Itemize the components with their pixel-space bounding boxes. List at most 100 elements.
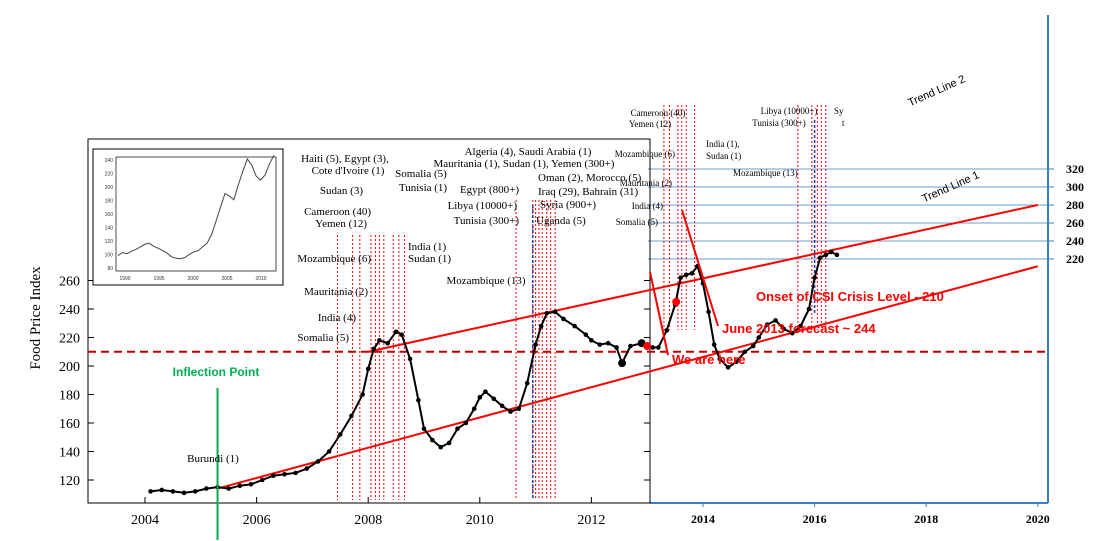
event-label: Oman (2), Morocco (5)	[538, 172, 642, 184]
inset-y-tick-label: 240	[105, 158, 114, 164]
data-point	[806, 306, 812, 312]
inset-y-tick-label: 80	[107, 266, 113, 272]
inset-x-tick-labels: 1990 1995 2000 2005 2010	[119, 276, 266, 282]
data-point	[393, 329, 399, 335]
data-point	[589, 338, 594, 343]
x-tick-label: 2018	[914, 512, 938, 526]
y-tick-label: 260	[1066, 216, 1084, 230]
data-point	[338, 432, 343, 437]
x-tick-label: 2016	[803, 512, 827, 526]
threshold-label: Onset of CSI Crisis Level - 210	[756, 289, 944, 304]
event-label: Egypt (800+)	[460, 184, 519, 196]
event-label: Tunisia (300+)	[752, 118, 806, 128]
event-label: Mauritania (2)	[620, 178, 672, 188]
inset-x-tick-label: 2005	[221, 276, 232, 282]
y-tick-label: 220	[59, 332, 80, 347]
food-price-series-points	[148, 249, 840, 496]
inset-x-tick-label: 1995	[153, 276, 164, 282]
event-label: Sudan (1)	[706, 151, 741, 161]
data-point	[829, 249, 834, 255]
y-tick-label: 160	[59, 417, 80, 432]
data-point	[764, 322, 770, 327]
event-label: Iraq (29), Bahrain (31)	[538, 186, 639, 198]
data-point	[248, 481, 254, 487]
annotations: Inflection Point Onset of CSI Crisis Leve…	[173, 73, 982, 465]
event-label: Sudan (3)	[320, 185, 363, 197]
data-point	[717, 356, 723, 362]
inset-y-tick-label: 200	[105, 185, 114, 191]
data-point	[516, 406, 522, 412]
event-label: India (4)	[318, 312, 357, 324]
data-point	[706, 309, 711, 315]
extended-gridlines	[648, 168, 1048, 260]
event-label: Syria (900+)	[540, 199, 596, 211]
x-tick-label: 2014	[691, 512, 715, 526]
inflection-label: Inflection Point	[173, 365, 260, 379]
event-label: Mozambique (6)	[615, 149, 675, 159]
event-label: Cameroon (40)	[631, 108, 686, 118]
inset-y-tick-label: 120	[105, 239, 114, 245]
event-label: Libya (10000+)	[448, 200, 518, 212]
data-point	[271, 473, 276, 479]
data-point	[349, 413, 354, 419]
data-point	[678, 275, 683, 280]
data-point	[834, 252, 840, 258]
data-point	[742, 349, 748, 355]
event-label: Libya (10000+)	[761, 106, 818, 116]
data-point	[597, 342, 603, 347]
y-tick-label: 200	[59, 360, 80, 375]
x-tick-label: 2008	[354, 513, 382, 528]
y-tick-label: 280	[1066, 198, 1084, 212]
forecast-point	[672, 297, 681, 306]
data-point	[204, 486, 209, 491]
data-point	[538, 323, 544, 329]
x-tick-label: 2006	[243, 513, 271, 528]
data-point	[508, 409, 513, 414]
data-point	[226, 486, 231, 491]
data-point	[544, 310, 550, 316]
original-axes: 120 140 160 180 200 220 240 260 2004 2006 2008 201…	[28, 138, 651, 528]
event-label: Yemen (12)	[629, 119, 671, 129]
inset-y-tick-label: 220	[105, 172, 114, 178]
left-y-tick-labels: 120 140 160 180 200 220 240 260	[59, 275, 650, 489]
trend-line-2-label: Trend Line 2	[906, 73, 967, 109]
data-point	[399, 332, 404, 337]
data-point-low	[618, 359, 627, 368]
event-label: Mauritania (2)	[304, 286, 368, 298]
data-point	[552, 309, 558, 315]
inset-y-tick-label: 100	[105, 253, 114, 259]
event-label: t	[842, 118, 845, 128]
data-point	[756, 335, 762, 340]
event-label: Sudan (1)	[408, 253, 451, 265]
event-label: Yemen (12)	[315, 218, 367, 230]
forecast-arrow	[681, 209, 719, 327]
data-point	[499, 403, 505, 409]
event-label: Somalia (5)	[616, 217, 658, 227]
data-point	[463, 420, 469, 426]
data-point	[683, 272, 689, 278]
event-label: Somalia (5)	[395, 168, 447, 180]
data-point	[438, 444, 444, 450]
data-point	[371, 346, 377, 352]
data-point	[483, 389, 488, 394]
data-point	[491, 396, 497, 402]
event-label: Tunisia (1)	[399, 182, 448, 194]
data-point	[365, 366, 371, 372]
extended-axes: 220 240 260 280 300 320 2014 2016 2018 2020	[648, 15, 1084, 526]
inset-plot-area	[115, 156, 277, 272]
y-tick-label: 320	[1066, 162, 1084, 176]
data-point	[385, 340, 391, 346]
y-tick-label: 180	[59, 389, 80, 404]
data-point	[583, 332, 589, 337]
data-point	[628, 343, 633, 349]
we-are-here-arrow	[649, 271, 669, 356]
event-label: Mozambique (13)	[733, 168, 798, 178]
bottom-x-tick-labels: 2004 2006 2008 2010 2012	[131, 497, 605, 528]
data-point	[750, 343, 756, 349]
event-label: Mozambique (13)	[446, 275, 525, 287]
data-point	[192, 489, 198, 494]
inset-y-tick-labels: 240 220 200 180 160 140 120 100 80	[105, 158, 114, 272]
data-point	[572, 323, 577, 329]
data-point	[689, 271, 695, 276]
